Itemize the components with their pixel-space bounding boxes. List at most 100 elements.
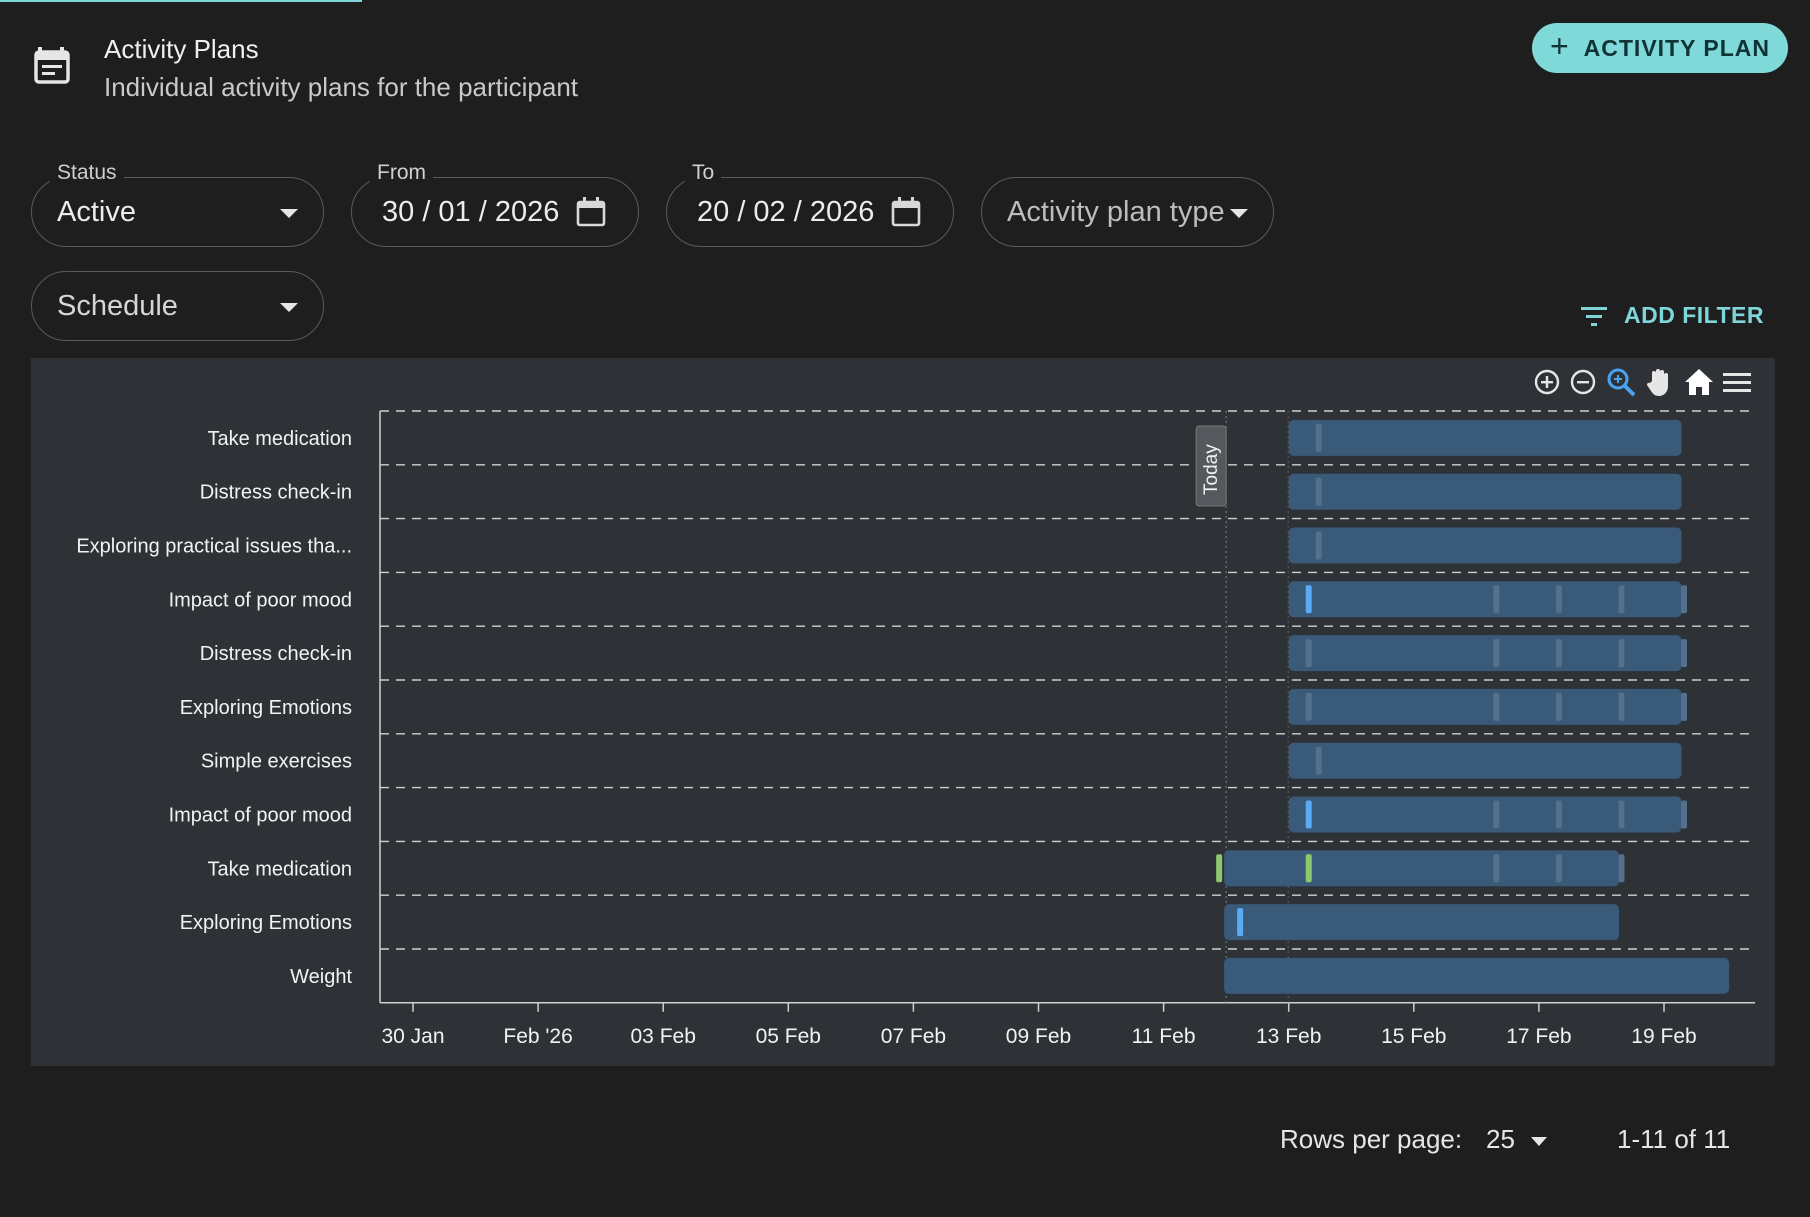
menu-icon[interactable] — [1721, 366, 1753, 398]
row-label: Exploring Emotions — [180, 697, 352, 719]
calendar-icon[interactable] — [890, 196, 922, 228]
occurrence-marker — [1681, 800, 1687, 829]
gantt-chart-canvas: Take medication Distress check-in Explorin… — [76, 410, 1755, 1048]
row-label: Impact of poor mood — [169, 589, 352, 611]
calendar-list-icon — [34, 47, 70, 84]
occurrence-marker — [1305, 585, 1312, 614]
status-label: Status — [50, 161, 124, 185]
gantt-bar — [1288, 527, 1682, 564]
from-label: From — [370, 161, 433, 185]
x-tick-label: 11 Feb — [1132, 1025, 1196, 1048]
to-label: To — [685, 161, 722, 185]
occurrence-marker — [1305, 800, 1312, 829]
zoom-in-icon[interactable] — [1531, 366, 1563, 398]
row-label: Exploring Emotions — [180, 912, 352, 934]
occurrence-marker — [1555, 800, 1562, 829]
plus-icon: + — [1549, 28, 1570, 64]
home-reset-icon[interactable] — [1683, 366, 1715, 398]
from-date-value: 30 / 01 / 2026 — [382, 196, 560, 228]
row-label: Exploring practical issues tha... — [76, 536, 352, 558]
activity-plan-type-placeholder: Activity plan type — [1007, 196, 1225, 228]
gantt-bar — [1224, 904, 1619, 941]
page-title: Activity Plans — [104, 34, 259, 64]
zoom-select-icon[interactable] — [1605, 366, 1637, 398]
occurrence-marker — [1618, 854, 1625, 883]
occurrence-marker — [1493, 854, 1500, 883]
occurrence-marker — [1315, 477, 1322, 506]
x-tick-label: 05 Feb — [756, 1025, 821, 1048]
occurrence-marker — [1305, 692, 1312, 721]
row-label: Weight — [290, 966, 352, 988]
occurrence-marker — [1618, 585, 1625, 614]
occurrence-marker — [1681, 692, 1687, 721]
occurrence-marker — [1555, 585, 1562, 614]
pagination-range: 1-11 of 11 — [1617, 1124, 1731, 1154]
x-tick-label: 17 Feb — [1506, 1025, 1571, 1048]
row-label: Impact of poor mood — [169, 805, 352, 827]
occurrence-marker — [1315, 423, 1322, 452]
occurrence-marker — [1216, 854, 1223, 883]
x-tick-label: 07 Feb — [881, 1025, 946, 1048]
gantt-bar — [1288, 419, 1682, 456]
today-badge — [1195, 425, 1227, 507]
add-filter-button[interactable]: ADD FILTER — [1580, 302, 1764, 329]
x-tick-label: 19 Feb — [1631, 1025, 1696, 1048]
row-label: Simple exercises — [201, 751, 352, 773]
add-filter-label: ADD FILTER — [1624, 302, 1765, 328]
gantt-bar — [1224, 957, 1730, 994]
view-mode-value: Schedule — [57, 290, 178, 322]
active-tab-indicator — [0, 0, 362, 2]
x-tick-label: 15 Feb — [1381, 1025, 1446, 1048]
gantt-bar — [1288, 581, 1682, 618]
x-tick-label: 09 Feb — [1006, 1025, 1071, 1048]
occurrence-marker — [1618, 639, 1625, 668]
calendar-icon[interactable] — [575, 196, 607, 228]
add-activity-plan-label: ACTIVITY PLAN — [1583, 34, 1771, 61]
occurrence-marker — [1618, 692, 1625, 721]
status-value: Active — [57, 196, 136, 228]
gantt-bar — [1288, 742, 1682, 779]
gantt-bar — [1224, 850, 1619, 887]
occurrence-marker — [1315, 531, 1322, 560]
page-subtitle: Individual activity plans for the partic… — [104, 72, 579, 102]
today-label: Today — [1201, 444, 1222, 495]
gantt-bar — [1288, 473, 1682, 510]
occurrence-marker — [1555, 854, 1562, 883]
rows-per-page-value: 25 — [1486, 1124, 1515, 1154]
view-mode-select[interactable]: Schedule — [31, 271, 324, 341]
chevron-down-icon — [1530, 1137, 1547, 1146]
occurrence-marker — [1305, 854, 1312, 883]
row-label: Distress check-in — [200, 643, 352, 665]
chevron-down-icon — [280, 209, 298, 218]
from-date-field[interactable]: From 30 / 01 / 2026 — [351, 161, 639, 247]
occurrence-marker — [1493, 639, 1500, 668]
pan-hand-icon[interactable] — [1643, 366, 1675, 398]
x-tick-label: Feb '26 — [503, 1025, 572, 1048]
occurrence-marker — [1493, 692, 1500, 721]
occurrence-marker — [1555, 639, 1562, 668]
x-tick-label: 13 Feb — [1256, 1025, 1321, 1048]
row-label: Take medication — [207, 858, 352, 880]
chevron-down-icon — [1230, 209, 1248, 218]
x-tick-label: 03 Feb — [631, 1025, 696, 1048]
occurrence-marker — [1618, 800, 1625, 829]
occurrence-marker — [1681, 639, 1687, 668]
occurrence-marker — [1315, 746, 1322, 775]
rows-per-page-select[interactable]: 25 — [1486, 1124, 1547, 1155]
gantt-bar — [1288, 635, 1682, 672]
status-select[interactable]: Status Active — [31, 161, 324, 247]
zoom-out-icon[interactable] — [1567, 366, 1599, 398]
to-date-field[interactable]: To 20 / 02 / 2026 — [666, 161, 954, 247]
schedule-chart: Take medication Distress check-in Explorin… — [31, 358, 1775, 1066]
add-activity-plan-button[interactable]: + ACTIVITY PLAN — [1532, 23, 1788, 73]
occurrence-marker — [1555, 692, 1562, 721]
occurrence-marker — [1493, 585, 1500, 614]
activity-plan-type-select[interactable]: Activity plan type — [981, 177, 1274, 247]
row-label: Distress check-in — [200, 482, 352, 504]
gantt-bar — [1288, 796, 1682, 833]
to-date-value: 20 / 02 / 2026 — [697, 196, 875, 228]
chevron-down-icon — [280, 303, 298, 312]
rows-per-page-label: Rows per page: — [1280, 1124, 1463, 1154]
x-tick-label: 30 Jan — [381, 1025, 444, 1048]
gantt-bar — [1288, 688, 1682, 725]
